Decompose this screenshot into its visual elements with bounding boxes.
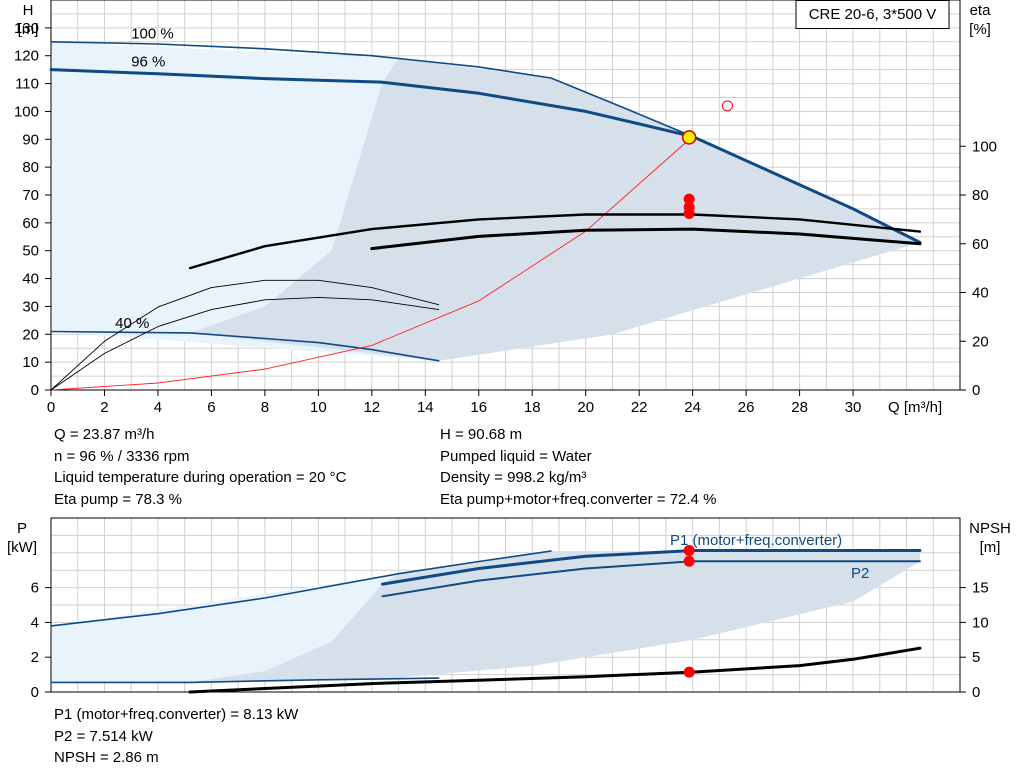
power-operating-marker [683,545,695,557]
npsh-tick-label: 5 [972,649,980,666]
title-box [795,0,950,29]
bottom-frame [50,517,961,693]
x-tick-label: 0 [47,399,55,416]
x-tick-label: 10 [310,399,327,416]
info-bottom: P1 (motor+freq.converter) = 8.13 kW P2 =… [54,704,298,769]
head-chart: 100 %96 %40 %0 2 4 6 8 10 12 14 16 18 20 22 24 26 28 30… [14,0,997,416]
curve-eta-low-speed [50,279,440,391]
info-left: Q = 23.87 m³/h n = 96 % / 3336 rpm Liqui… [54,424,346,510]
series-label-p2: P2 [851,565,869,582]
y-tick-label: 100 [14,103,39,120]
info-temperature: Liquid temperature during operation = 20… [54,469,347,486]
x-tick-label: 2 [100,399,108,416]
y-tick-label: 40 [22,271,39,288]
y-tick-label: 60 [22,215,39,232]
info-npsh: NPSH = 2.86 m [54,749,159,766]
y2-tick-label: 20 [972,333,989,350]
x-tick-label: 12 [363,399,380,416]
p-tick-label: 2 [31,649,39,666]
y-tick-label: 90 [22,131,39,148]
info-eta-pump: Eta pump = 78.3 % [54,490,182,508]
x-tick-label: 24 [684,399,701,416]
p-axis-label-line-0: P [17,520,27,537]
x-tick-label: 18 [524,399,541,416]
x-tick-label: 22 [631,399,648,416]
x-tick-label: 14 [417,399,434,416]
x-tick-label: 6 [207,399,215,416]
duty-point-marker [681,130,697,145]
x-tick-label: 28 [791,399,808,416]
curve-annotation: 96 % [131,53,165,70]
npsh-tick-label: 15 [972,580,989,597]
p-tick-label: 0 [31,684,39,701]
info-speed: n = 96 % / 3336 rpm [54,447,190,465]
x-tick-label: 30 [845,399,862,416]
power-region-shaded [190,551,920,683]
y2-axis-label-line-1: [%] [969,21,991,38]
y-tick-label: 50 [22,243,39,260]
curve-eta-total [370,227,922,251]
y-axis-label-line-0: H [23,2,34,19]
npsh-axis-label-line-0: NPSH [969,520,1011,537]
x-tick-label: 26 [738,399,755,416]
info-liquid: Pumped liquid = Water [440,447,592,465]
x-tick-label: 8 [261,399,269,416]
p-tick-label: 4 [31,614,39,631]
curve-NPSH [188,646,922,694]
curve-eta-pump [188,213,922,270]
chart-title: CRE 20-6, 3*500 V [809,6,937,23]
y2-axis-label-line-0: eta [970,2,992,19]
eta-operating-marker [683,193,695,205]
curve-P1-max-speed [50,550,552,627]
curve-P2 [381,560,921,598]
y2-tick-label: 80 [972,187,989,204]
p-tick-label: 6 [31,580,39,597]
reference-point-marker [721,100,733,112]
y-tick-label: 130 [14,20,39,37]
y-tick-label: 30 [22,298,39,315]
info-eta-total: Eta pump+motor+freq.converter = 72.4 % [440,490,717,508]
npsh-tick-label: 10 [972,614,989,631]
curve-P1 [381,549,922,586]
curve-eta-min-speed [50,296,440,391]
x-axis-label: Q [m³/h] [888,399,942,416]
curve-annotation: 40 % [115,315,149,332]
y-tick-label: 10 [22,354,39,371]
y-tick-label: 110 [15,76,39,93]
y-tick-label: 70 [22,187,39,204]
y-tick-label: 0 [31,382,39,399]
y-axis-label-line-1: [m] [18,21,39,38]
y-tick-label: 120 [14,48,39,65]
curve-min-speed-head [50,330,440,362]
curve-annotation: 100 % [131,25,174,42]
power-operating-marker [683,555,695,567]
info-density: Density = 998.2 kg/m³ [440,469,587,486]
info-head: H = 90.68 m [440,426,523,443]
info-right: H = 90.68 m Pumped liquid = Water Densit… [440,424,716,510]
operating-region-shaded [190,58,920,361]
curve-P-min-speed [50,677,440,684]
eta-operating-marker [683,208,695,220]
info-p2: P2 = 7.514 kW [54,727,153,745]
series-label-p1: P1 (motor+freq.converter) [670,532,842,549]
info-flow: Q = 23.87 m³/h [54,426,155,443]
x-tick-label: 16 [470,399,487,416]
y2-tick-label: 0 [972,382,980,399]
y2-tick-label: 40 [972,285,989,302]
y-tick-label: 20 [22,326,39,343]
curve-96-speed-head [49,68,922,244]
x-tick-label: 4 [154,399,162,416]
power-chart: P1 (motor+freq.converter) P2 0 2 4 6 0 5 10 15 P [k… [7,517,1011,701]
y2-tick-label: 100 [972,138,997,155]
npsh-axis-label-line-1: [m] [980,539,1001,556]
npsh-operating-marker [683,666,695,678]
info-p1: P1 (motor+freq.converter) = 8.13 kW [54,706,299,723]
npsh-tick-label: 0 [972,684,980,701]
y2-tick-label: 60 [972,236,989,253]
y-tick-label: 80 [22,159,39,176]
p-axis-label-line-1: [kW] [7,539,37,556]
x-tick-label: 20 [577,399,594,416]
